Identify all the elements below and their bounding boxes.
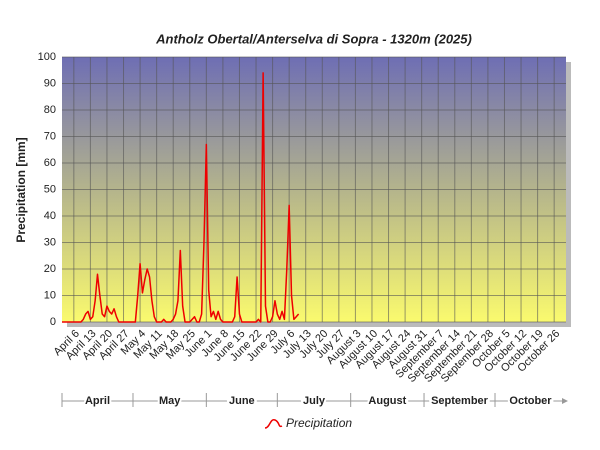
y-tick-label: 30 [44,236,56,248]
y-tick-label: 70 [44,130,56,142]
month-label: September [431,395,489,407]
month-label: October [509,395,552,407]
legend-swatch [264,419,283,429]
y-tick-label: 90 [44,77,56,89]
y-tick-label: 20 [44,263,56,275]
y-tick-label: 80 [44,104,56,116]
month-label: May [159,395,181,407]
y-tick-label: 50 [44,183,56,195]
precipitation-line [62,72,300,323]
y-tick-label: 60 [44,157,56,169]
month-label: August [368,395,406,407]
y-tick-label: 0 [50,316,56,328]
month-label: June [229,395,255,407]
month-label: July [303,395,326,407]
y-tick-label: 100 [38,51,56,63]
legend-label: Precipitation [286,416,352,430]
month-axis-arrow [562,398,568,404]
month-label: April [85,395,110,407]
y-tick-label: 40 [44,210,56,222]
y-axis-label: Precipitation [mm] [14,137,28,242]
chart-title: Antholz Obertal/Anterselva di Sopra - 13… [155,31,472,46]
y-tick-label: 10 [44,289,56,301]
